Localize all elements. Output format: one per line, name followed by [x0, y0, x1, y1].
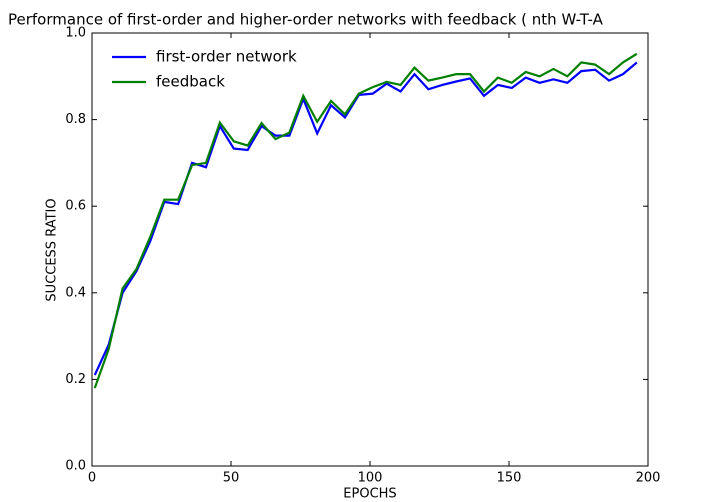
legend-label: first-order network — [156, 48, 297, 66]
x-tick-label: 100 — [358, 471, 383, 486]
x-axis-label: EPOCHS — [343, 487, 396, 502]
plot-frame — [91, 32, 649, 467]
data-line — [93, 61, 638, 376]
x-tick-label: 0 — [88, 471, 96, 486]
x-tick-label: 150 — [497, 471, 522, 486]
y-axis-label: SUCCESS RATIO — [45, 198, 60, 301]
x-tick-label: 50 — [223, 471, 240, 486]
y-tick-label: 0.4 — [65, 285, 86, 300]
y-tick-label: 0.2 — [65, 372, 86, 387]
data-line — [93, 52, 638, 389]
x-tick-label: 200 — [636, 471, 661, 486]
y-tick-label: 0.6 — [65, 199, 86, 214]
y-tick-label: 0.0 — [65, 459, 86, 474]
y-tick-label: 1.0 — [65, 26, 86, 41]
chart-title: Performance of first-order and higher-or… — [8, 11, 604, 29]
y-tick-label: 0.8 — [65, 112, 86, 127]
legend-label: feedback — [156, 73, 225, 91]
